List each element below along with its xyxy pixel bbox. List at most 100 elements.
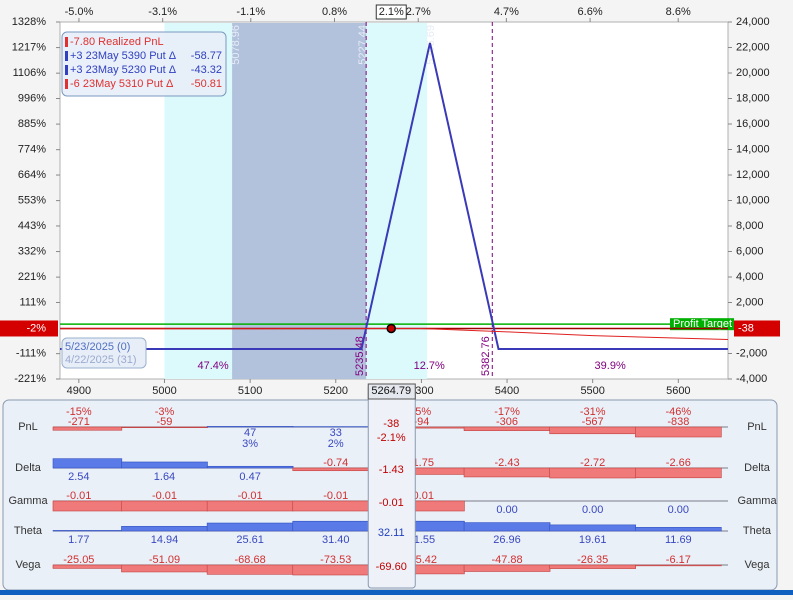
y-tick-label: 6,000 bbox=[736, 245, 764, 257]
row-label: Delta bbox=[744, 462, 771, 474]
greek-bar bbox=[53, 530, 122, 531]
y-tick-label: 20,000 bbox=[736, 67, 770, 79]
greek-value: -94 bbox=[413, 416, 429, 428]
greek-bar bbox=[635, 527, 721, 531]
row-label: Delta bbox=[15, 462, 42, 474]
greek-value: -0.01 bbox=[323, 490, 348, 502]
greek-value: -2.66 bbox=[666, 457, 691, 469]
greek-bar bbox=[464, 468, 550, 477]
greek-value: 0.47 bbox=[239, 471, 260, 483]
greek-bar bbox=[635, 468, 721, 478]
greek-value: -2.72 bbox=[580, 457, 605, 469]
greek-bar bbox=[121, 565, 207, 572]
probability-label: 47.4% bbox=[197, 360, 228, 372]
y-tick-label: -4,000 bbox=[736, 373, 767, 385]
x2-tick-label: 4.7% bbox=[494, 6, 519, 18]
greek-value: 11.69 bbox=[665, 534, 692, 546]
greek-bar bbox=[293, 565, 379, 575]
greek-value: 0.00 bbox=[496, 504, 517, 516]
greek-value: 31.40 bbox=[322, 534, 350, 546]
y-tick-label: 18,000 bbox=[736, 92, 770, 104]
y-tick-label: 2,000 bbox=[736, 296, 764, 308]
row-label: Vega bbox=[15, 559, 41, 571]
greek-value: 0.00 bbox=[582, 504, 603, 516]
y-tick-label: 24,000 bbox=[736, 16, 770, 28]
row-label: Gamma bbox=[737, 495, 777, 507]
greek-value: -0.01 bbox=[152, 490, 177, 502]
greek-bar bbox=[550, 427, 636, 434]
level-label: 5227.44 bbox=[357, 25, 369, 65]
breakeven-label: 5235.48 bbox=[354, 336, 366, 376]
current-greek: -38 bbox=[383, 418, 399, 430]
breakeven-label: 5382.76 bbox=[480, 336, 492, 376]
current-pnl-pct: -2% bbox=[26, 322, 46, 334]
probability-label: 12.7% bbox=[414, 360, 445, 372]
greek-value: -73.53 bbox=[320, 554, 351, 566]
x-tick-label: 4900 bbox=[67, 385, 91, 397]
row-label: Theta bbox=[14, 525, 43, 537]
x-tick-label: 5600 bbox=[666, 385, 690, 397]
legend-delta: -58.77 bbox=[191, 50, 222, 62]
y2-tick-label: -111% bbox=[16, 348, 46, 360]
greek-value: -25.05 bbox=[63, 554, 94, 566]
greek-value: -0.74 bbox=[323, 457, 348, 469]
greek-value: -68.68 bbox=[235, 554, 266, 566]
greek-bar bbox=[550, 525, 636, 531]
x2-tick-label: -5.0% bbox=[65, 6, 94, 18]
current-column bbox=[368, 384, 415, 588]
greek-value: 1.64 bbox=[154, 471, 175, 483]
y2-tick-label: 885% bbox=[18, 118, 46, 130]
greek-bar bbox=[53, 459, 122, 468]
greek-value: 2.54 bbox=[68, 471, 89, 483]
y-tick-label: 16,000 bbox=[736, 118, 770, 130]
y-tick-label: 12,000 bbox=[736, 169, 770, 181]
greek-value: -26.35 bbox=[577, 554, 608, 566]
date-label: 4/22/2025 (31) bbox=[65, 354, 137, 366]
y2-tick-label: 774% bbox=[18, 144, 46, 156]
greek-value: 14.94 bbox=[151, 534, 179, 546]
legend-text: -6 23May 5310 Put Δ bbox=[70, 78, 174, 90]
y2-tick-label: 111% bbox=[19, 296, 46, 308]
legend-text: +3 23May 5390 Put Δ bbox=[70, 50, 177, 62]
greek-bar bbox=[635, 427, 721, 437]
greek-value: -271 bbox=[68, 416, 90, 428]
greek-value: -59 bbox=[157, 416, 173, 428]
y2-tick-label: 221% bbox=[18, 271, 46, 283]
greek-bar bbox=[293, 501, 379, 511]
legend-swatch bbox=[65, 79, 68, 89]
status-strip bbox=[0, 590, 793, 595]
y2-tick-label: 1328% bbox=[12, 16, 46, 28]
y-tick-label: 4,000 bbox=[736, 271, 764, 283]
greek-value: -567 bbox=[582, 416, 604, 428]
x2-tick-label: -3.1% bbox=[148, 6, 177, 18]
greek-bar bbox=[53, 501, 122, 511]
greek-bar bbox=[207, 523, 293, 531]
row-label: Gamma bbox=[8, 495, 48, 507]
greek-value: 26.96 bbox=[493, 534, 521, 546]
y2-tick-label: 664% bbox=[18, 169, 46, 181]
y2-tick-label: 1106% bbox=[13, 67, 47, 79]
greek-pct: 2% bbox=[328, 438, 344, 450]
current-price: 5264.79 bbox=[371, 385, 411, 397]
legend-swatch bbox=[65, 51, 68, 61]
y-tick-label: 10,000 bbox=[736, 194, 770, 206]
y-tick-label: 8,000 bbox=[736, 220, 764, 232]
x2-tick-label: 0.8% bbox=[322, 6, 347, 18]
greek-value: -306 bbox=[496, 416, 518, 428]
greek-value: -47.88 bbox=[491, 554, 522, 566]
current-greek-pct: -2.1% bbox=[377, 432, 406, 444]
x2-tick-label: 8.6% bbox=[666, 6, 691, 18]
current-greek: 32.11 bbox=[378, 527, 405, 539]
greek-value: -0.01 bbox=[66, 490, 91, 502]
y2-tick-label: 553% bbox=[18, 195, 46, 207]
current-greek: -0.01 bbox=[379, 497, 404, 509]
greek-bar bbox=[121, 462, 207, 468]
row-label: PnL bbox=[747, 421, 767, 433]
row-label: Vega bbox=[744, 559, 770, 571]
legend-text: -7.80 Realized PnL bbox=[70, 36, 164, 48]
y2-tick-label: 1217% bbox=[12, 41, 46, 53]
y2-tick-label: -221% bbox=[14, 373, 46, 385]
legend-delta: -43.32 bbox=[191, 64, 222, 76]
